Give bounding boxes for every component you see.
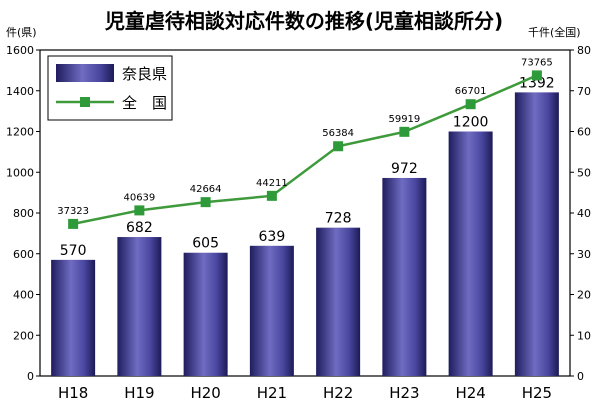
bar-value-label: 682 <box>126 220 153 236</box>
bar-value-label: 570 <box>60 243 87 259</box>
bar <box>183 252 228 376</box>
x-tick-label: H24 <box>455 384 485 402</box>
left-axis-label: 件(県) <box>6 26 37 39</box>
bar <box>514 92 559 376</box>
line-point <box>531 70 542 81</box>
right-tick-label: 60 <box>577 126 591 139</box>
line-point <box>399 126 410 137</box>
line-value-label: 44211 <box>256 178 288 189</box>
line-point <box>134 205 145 216</box>
legend: 奈良県 全 国 <box>47 55 173 121</box>
bar-value-label: 639 <box>259 229 286 245</box>
line-value-label: 73765 <box>521 57 553 68</box>
line-value-label: 40639 <box>123 192 155 203</box>
right-tick-label: 80 <box>577 44 591 57</box>
bar-value-label: 728 <box>325 211 352 227</box>
line-value-label: 42664 <box>190 184 222 195</box>
bar <box>316 227 361 376</box>
left-tick-label: 800 <box>13 207 34 220</box>
x-tick-label: H22 <box>323 384 353 402</box>
bar <box>51 259 96 376</box>
right-axis: 0 10 20 30 40 50 60 70 80 <box>570 44 591 383</box>
x-tick-label: H20 <box>190 384 220 402</box>
left-tick-label: 600 <box>13 248 34 261</box>
bar-value-label: 972 <box>391 161 418 177</box>
right-axis-label: 千件(全国) <box>528 25 581 39</box>
left-tick-label: 0 <box>27 370 34 383</box>
x-tick-label: H25 <box>522 384 552 402</box>
x-tick-label: H23 <box>389 384 419 402</box>
right-tick-label: 50 <box>577 166 591 179</box>
line-point <box>266 190 277 201</box>
line-point <box>333 141 344 152</box>
right-tick-label: 20 <box>577 289 591 302</box>
legend-line-marker <box>80 97 90 107</box>
x-tick-label: H19 <box>124 384 154 402</box>
series-line <box>72 74 538 226</box>
bar-value-label: 1200 <box>453 115 489 131</box>
left-tick-label: 400 <box>13 289 34 302</box>
right-tick-label: 10 <box>577 329 591 342</box>
left-tick-label: 1400 <box>6 85 34 98</box>
line-point <box>68 218 79 229</box>
line-series: 37323 40639 42664 44211 56384 59919 66701 73765 <box>57 57 553 229</box>
left-tick-label: 1600 <box>6 44 34 57</box>
line-value-label: 56384 <box>322 128 354 139</box>
bar <box>448 131 493 376</box>
left-axis: 0 200 400 600 800 1000 1200 1400 1600 <box>6 44 40 383</box>
left-tick-label: 200 <box>13 329 34 342</box>
legend-bar-swatch <box>56 64 114 82</box>
line-value-label: 59919 <box>388 114 420 125</box>
x-tick-label: H21 <box>257 384 287 402</box>
right-tick-label: 70 <box>577 85 591 98</box>
left-tick-label: 1200 <box>6 126 34 139</box>
line-value-label: 37323 <box>57 206 89 217</box>
right-tick-label: 0 <box>577 370 584 383</box>
right-tick-label: 30 <box>577 248 591 261</box>
line-point <box>465 99 476 110</box>
chart-title: 児童虐待相談対応件数の推移(児童相談所分) <box>104 9 503 33</box>
x-tick-label: H18 <box>58 384 88 402</box>
right-tick-label: 40 <box>577 207 591 220</box>
line-value-label: 66701 <box>455 86 487 97</box>
bar <box>249 245 294 376</box>
left-tick-label: 1000 <box>6 166 34 179</box>
x-axis: H18 H19 H20 H21 H22 H23 H24 H25 <box>58 384 552 402</box>
line-point <box>200 197 211 208</box>
bar <box>382 177 427 376</box>
bar <box>117 237 162 376</box>
bar-value-label: 605 <box>192 236 219 252</box>
legend-bar-label: 奈良県 <box>122 65 167 83</box>
legend-line-label: 全 国 <box>122 94 167 112</box>
